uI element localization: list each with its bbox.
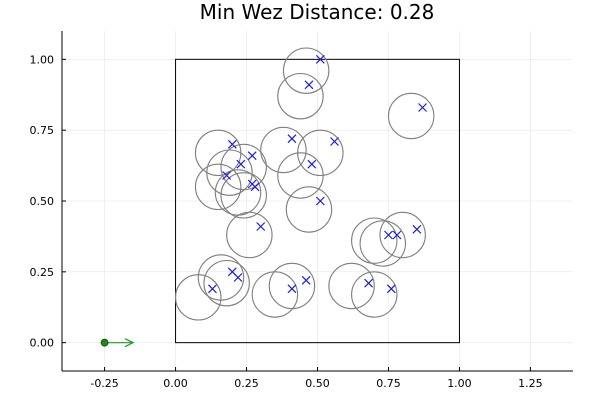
cross-stroke: [236, 159, 246, 169]
y-tick-label: 0.00: [30, 337, 55, 350]
cross-stroke: [315, 196, 325, 206]
threat-circle: [260, 126, 307, 174]
cross-stroke: [233, 273, 243, 282]
agent-heading-arrowhead: [124, 338, 135, 348]
cross-stroke: [256, 222, 266, 231]
agent-marker: [100, 338, 109, 347]
y-tick-label: 1.00: [30, 53, 55, 66]
target-cross-marker: [233, 273, 243, 282]
plot-area: [100, 47, 460, 348]
threat-circle: [203, 259, 250, 307]
target-cross-marker: [222, 171, 232, 180]
threat-circle: [285, 186, 333, 233]
cross-stroke: [304, 80, 314, 90]
threat-circle: [220, 172, 267, 219]
cross-stroke: [315, 54, 325, 64]
cross-stroke: [384, 230, 393, 240]
cross-stroke: [247, 151, 257, 161]
target-cross-marker: [364, 278, 374, 288]
target-cross-marker: [236, 159, 246, 169]
cross-stroke: [208, 284, 217, 294]
target-cross-marker: [304, 80, 314, 90]
target-cross-marker: [392, 230, 402, 240]
cross-stroke: [250, 182, 260, 192]
target-cross-marker: [208, 284, 217, 294]
cross-stroke: [392, 230, 402, 240]
x-tick-label: -0.25: [90, 377, 118, 390]
boundary-box: [175, 58, 460, 344]
threat-circle: [277, 152, 324, 199]
target-cross-marker: [330, 137, 339, 146]
threat-circle: [387, 92, 435, 140]
target-cross-marker: [307, 159, 317, 169]
x-tick-label: 1.25: [518, 377, 543, 390]
threat-circle: [175, 274, 222, 321]
cross-stroke: [330, 137, 339, 146]
x-tick-label: 0.50: [305, 377, 330, 390]
x-tick-label: 0.25: [234, 377, 259, 390]
cross-stroke: [418, 103, 427, 112]
y-tick-label: 0.50: [30, 195, 55, 208]
y-tick-label: 0.75: [30, 124, 55, 137]
threat-circle: [251, 271, 299, 318]
threat-circle: [206, 149, 253, 196]
cross-stroke: [307, 159, 317, 169]
threat-circle: [226, 211, 273, 259]
cross-stroke: [287, 284, 297, 294]
chart-title: Min Wez Distance: 0.28: [200, 0, 435, 24]
target-cross-marker: [384, 230, 393, 240]
threat-circle: [328, 262, 375, 310]
cross-stroke: [227, 139, 237, 149]
cross-stroke: [386, 284, 396, 294]
threat-circle: [351, 217, 398, 264]
threat-circle: [194, 163, 242, 211]
target-cross-marker: [386, 284, 396, 294]
tick-labels: -0.25 0.00 0.25 0.50 0.75 1.00 1.25 0.00 0.25 0.5…: [30, 53, 543, 390]
threat-circle: [359, 220, 407, 267]
target-cross-marker: [227, 139, 237, 149]
axes: [61, 31, 573, 372]
threat-circle: [379, 211, 426, 259]
target-cross-marker: [412, 224, 422, 234]
target-cross-marker: [315, 196, 325, 206]
cross-stroke: [287, 134, 297, 144]
threat-circle: [277, 72, 324, 120]
threat-circle: [351, 271, 398, 318]
target-cross-marker: [256, 222, 266, 231]
x-tick-label: 0.75: [376, 377, 401, 390]
target-cross-marker: [301, 275, 311, 285]
target-cross-marker: [250, 182, 260, 192]
target-cross-marker: [247, 151, 257, 161]
x-tick-label: 0.00: [163, 377, 188, 390]
threat-circle: [268, 262, 316, 310]
cross-stroke: [364, 278, 374, 288]
target-cross-marker: [418, 103, 427, 112]
cross-stroke: [412, 224, 422, 234]
cross-stroke: [301, 275, 311, 285]
target-cross-marker: [287, 284, 297, 294]
target-cross-marker: [287, 134, 297, 144]
x-tick-label: 1.00: [447, 377, 472, 390]
cross-stroke: [222, 171, 232, 180]
target-cross-marker: [315, 54, 325, 64]
threat-circle: [282, 47, 330, 94]
cross-stroke: [227, 267, 237, 277]
y-tick-label: 0.25: [30, 266, 55, 279]
